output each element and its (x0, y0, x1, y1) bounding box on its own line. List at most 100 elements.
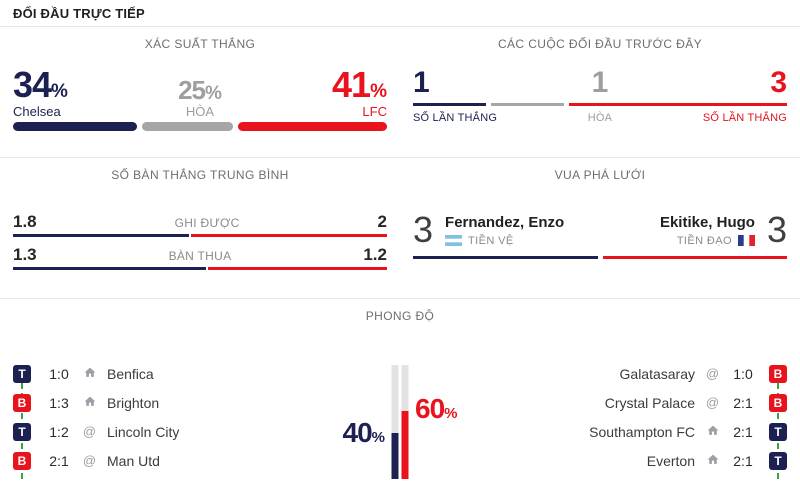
home-form-row-4: B 2:1 @ Man Utd (13, 446, 315, 475)
away-win-probability: 41% LFC (332, 67, 387, 120)
home-wins-label: SỐ LẦN THẮNG (413, 112, 498, 124)
away-form-row-2: Crystal Palace @ 2:1 B (485, 388, 787, 417)
away-venue-icon: @ (82, 424, 97, 439)
home-form-row-3: T 1:2 @ Lincoln City (13, 417, 315, 446)
away-scorer-name: Ekitike, Hugo (659, 213, 755, 231)
away-venue-icon: @ (705, 395, 720, 410)
away-goals-scored: 2 (377, 212, 387, 231)
home-goals-scored-bar (13, 234, 190, 237)
home-scorer-name: Fernandez, Enzo (445, 213, 565, 231)
away-form-bar (401, 365, 409, 479)
away-wins-bar (568, 103, 787, 106)
section-divider (0, 157, 800, 158)
home-scorer-position: TIỀN VỆ (468, 234, 514, 247)
page-title: ĐỐI ĐẦU TRỰC TIẾP (13, 6, 145, 21)
match-score: 1:0 (733, 365, 753, 382)
result-badge: B (769, 393, 787, 412)
head-to-head-title: CÁC CUỘC ĐỐI ĐẦU TRƯỚC ĐÂY (497, 37, 703, 51)
opponent-name: Southampton FC (589, 423, 695, 440)
away-form-row-3: Southampton FC @ 2:1 T (485, 417, 787, 446)
home-form-row-1: T 1:0 @ Benfica (13, 359, 315, 388)
avg-goals-title: SỐ BÀN THẮNG TRUNG BÌNH (111, 168, 289, 182)
home-wins-bar (413, 103, 486, 106)
panel-header: ĐỐI ĐẦU TRỰC TIẾP (0, 0, 800, 27)
match-score: 1:0 (49, 365, 69, 382)
home-win-probability: 34% Chelsea (13, 64, 68, 120)
result-badge: B (769, 364, 787, 383)
goals-scored-label: GHI ĐƯỢC (174, 216, 240, 230)
opponent-name: Lincoln City (107, 423, 180, 440)
top-scorer-section: VUA PHÁ LƯỚI 3 Fernandez, Enzo TIỀN VỆ E… (400, 158, 800, 270)
away-form-row-5: Atlético @ 3:2 T (485, 475, 787, 481)
match-score: 2:1 (733, 423, 753, 440)
goals-scored-row: 1.8 GHI ĐƯỢC 2 (13, 212, 387, 237)
home-scorer-bar (413, 256, 598, 259)
away-form-row-1: Galatasaray @ 1:0 B (485, 359, 787, 388)
section-divider (0, 298, 800, 299)
venue-indicator: @ (81, 395, 98, 411)
away-team-name: LFC (362, 104, 387, 119)
venue-indicator: @ (704, 453, 721, 469)
home-form-row-5: B 3:1 @ B.Munich (13, 475, 315, 481)
away-scorer-bar (602, 256, 787, 259)
home-goals-conceded: 1.3 (13, 245, 37, 264)
goals-conceded-bar (13, 267, 387, 270)
away-wins-label: SỐ LẦN THẮNG (702, 112, 787, 124)
percent-sign: % (370, 81, 387, 102)
home-venue-icon (706, 424, 720, 440)
percent-sign: % (51, 81, 68, 102)
away-goals-scored-bar (191, 234, 387, 237)
percent-sign: % (444, 405, 458, 422)
home-form-list: T 1:0 @ Benfica B 1:3 @ Brighton T 1:2 @… (13, 359, 315, 481)
home-wins-count: 1 (413, 66, 430, 99)
win-probability-title: XÁC SUẤT THẮNG (144, 37, 256, 51)
result-badge: B (13, 451, 31, 470)
goals-scored-bar (13, 234, 387, 237)
away-form-list: Galatasaray @ 1:0 B Crystal Palace @ 2:1… (485, 359, 787, 481)
result-badge: T (13, 364, 31, 383)
home-form-bar (391, 365, 399, 479)
draws-label: HÒA (587, 112, 613, 124)
draw-pct: 25 (178, 75, 206, 105)
venue-indicator: @ (81, 424, 98, 439)
home-venue-icon (83, 395, 97, 411)
opponent-name: Brighton (107, 394, 160, 411)
goals-conceded-row: 1.3 BÀN THUA 1.2 (13, 245, 387, 270)
away-goals-conceded-bar (208, 267, 387, 270)
venue-indicator: @ (81, 366, 98, 382)
home-form-bar-fill (391, 433, 399, 479)
avg-goals-section: SỐ BÀN THẮNG TRUNG BÌNH 1.8 GHI ĐƯỢC 2 1… (0, 158, 400, 270)
percent-sign: % (371, 429, 385, 446)
top-scorer-bar (413, 256, 787, 259)
draws-count: 1 (591, 66, 609, 99)
venue-indicator: @ (704, 395, 721, 410)
venue-indicator: @ (704, 366, 721, 381)
home-form-row-2: B 1:3 @ Brighton (13, 388, 315, 417)
match-score: 1:2 (49, 423, 69, 440)
away-scorer-goals: 3 (766, 209, 787, 250)
match-score: 2:1 (733, 452, 753, 469)
head-to-head-section: CÁC CUỘC ĐỐI ĐẦU TRƯỚC ĐÂY 1 1 3 SỐ LẦN … (400, 27, 800, 131)
percent-sign: % (205, 83, 222, 104)
away-wins-count: 3 (770, 66, 787, 99)
home-venue-icon (706, 453, 720, 469)
result-badge: B (13, 393, 31, 412)
home-win-pct: 34 (13, 64, 52, 105)
probability-bars (13, 122, 387, 131)
match-score: 1:3 (49, 394, 69, 411)
home-goals-conceded-bar (13, 267, 207, 270)
venue-indicator: @ (81, 453, 98, 468)
away-form-bar-fill (401, 410, 409, 479)
home-venue-icon (83, 366, 97, 382)
form-section: PHONG ĐỘ T 1:0 @ Benfica B 1:3 @ Brighto… (0, 309, 800, 481)
win-probability-section: XÁC SUẤT THẮNG 34% Chelsea 25% HÒA 41% L… (0, 27, 400, 131)
result-badge: T (769, 422, 787, 441)
opponent-name: Galatasaray (619, 365, 695, 382)
draw-label: HÒA (185, 104, 215, 119)
head-to-head-bars (413, 103, 787, 106)
top-scorer-title: VUA PHÁ LƯỚI (554, 168, 646, 182)
opponent-name: Benfica (107, 365, 154, 382)
argentina-flag-icon (445, 235, 463, 246)
opponent-name: Crystal Palace (604, 394, 695, 411)
form-percentage-chart: 40% 60% (315, 359, 485, 481)
